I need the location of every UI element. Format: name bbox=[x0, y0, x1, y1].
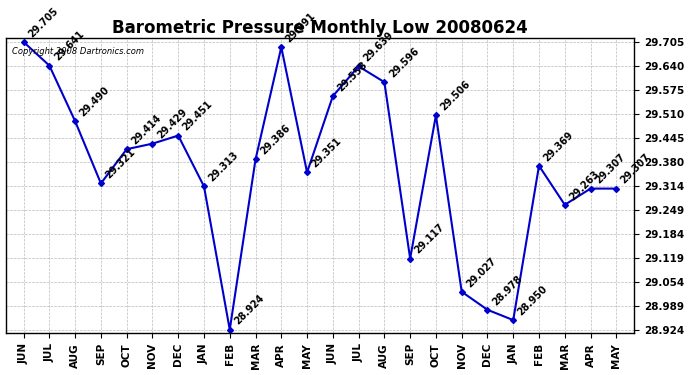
Text: 29.351: 29.351 bbox=[310, 136, 344, 170]
Text: 29.027: 29.027 bbox=[464, 255, 498, 289]
Text: 29.641: 29.641 bbox=[52, 29, 86, 63]
Text: Copyright 2008 Dartronics.com: Copyright 2008 Dartronics.com bbox=[12, 47, 144, 56]
Text: 29.705: 29.705 bbox=[26, 6, 60, 39]
Text: 29.639: 29.639 bbox=[362, 30, 395, 63]
Text: 29.313: 29.313 bbox=[207, 150, 240, 184]
Text: 29.321: 29.321 bbox=[104, 147, 137, 181]
Text: 28.924: 28.924 bbox=[233, 293, 266, 327]
Text: 29.596: 29.596 bbox=[387, 46, 421, 80]
Text: 29.369: 29.369 bbox=[542, 129, 575, 163]
Text: 28.978: 28.978 bbox=[490, 273, 524, 307]
Text: 29.451: 29.451 bbox=[181, 99, 215, 133]
Text: 29.386: 29.386 bbox=[258, 123, 292, 157]
Text: 29.691: 29.691 bbox=[284, 11, 317, 44]
Text: 29.558: 29.558 bbox=[335, 60, 369, 93]
Text: 29.490: 29.490 bbox=[78, 85, 112, 118]
Text: 29.117: 29.117 bbox=[413, 222, 446, 256]
Text: 29.263: 29.263 bbox=[568, 168, 601, 202]
Text: 29.307: 29.307 bbox=[593, 152, 627, 186]
Text: 29.307: 29.307 bbox=[619, 152, 653, 186]
Text: 29.429: 29.429 bbox=[155, 107, 189, 141]
Text: 29.414: 29.414 bbox=[130, 113, 163, 146]
Title: Barometric Pressure Monthly Low 20080624: Barometric Pressure Monthly Low 20080624 bbox=[112, 19, 528, 37]
Text: 29.506: 29.506 bbox=[439, 79, 472, 112]
Text: 28.950: 28.950 bbox=[516, 284, 550, 317]
